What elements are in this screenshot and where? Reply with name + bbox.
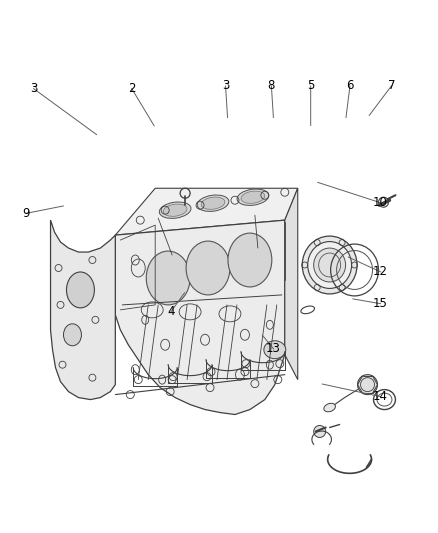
Text: 5: 5 — [307, 79, 314, 92]
Ellipse shape — [159, 202, 191, 219]
Ellipse shape — [201, 197, 225, 209]
Ellipse shape — [314, 248, 346, 282]
Circle shape — [357, 375, 378, 394]
Text: 3: 3 — [222, 79, 229, 92]
Circle shape — [314, 425, 326, 438]
Text: 12: 12 — [373, 265, 388, 278]
Ellipse shape — [324, 403, 336, 412]
Text: 15: 15 — [373, 297, 388, 310]
Text: 4: 4 — [167, 305, 175, 318]
Text: 10: 10 — [373, 196, 388, 209]
Ellipse shape — [146, 251, 190, 305]
Ellipse shape — [302, 236, 357, 294]
Ellipse shape — [64, 324, 81, 346]
Ellipse shape — [67, 272, 95, 308]
Text: 3: 3 — [30, 82, 37, 95]
Text: 6: 6 — [346, 79, 354, 92]
Ellipse shape — [197, 195, 229, 212]
Ellipse shape — [186, 241, 230, 295]
Ellipse shape — [308, 241, 352, 288]
Text: 8: 8 — [268, 79, 275, 92]
Ellipse shape — [228, 233, 272, 287]
Ellipse shape — [163, 204, 187, 216]
Ellipse shape — [237, 189, 269, 205]
Polygon shape — [50, 220, 115, 400]
Polygon shape — [115, 188, 298, 235]
Text: 9: 9 — [22, 207, 30, 220]
Text: 13: 13 — [266, 342, 281, 356]
Text: 7: 7 — [388, 79, 395, 92]
Text: 2: 2 — [128, 82, 135, 95]
Polygon shape — [115, 220, 285, 415]
Text: 14: 14 — [373, 390, 388, 403]
Ellipse shape — [264, 341, 286, 359]
Ellipse shape — [241, 191, 265, 204]
Polygon shape — [285, 188, 298, 379]
